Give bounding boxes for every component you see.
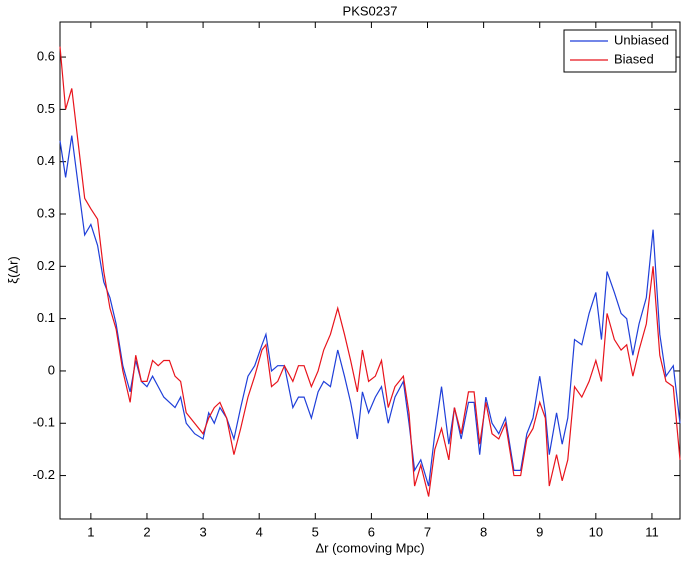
y-tick-label: 0 bbox=[48, 362, 55, 377]
x-tick-label: 3 bbox=[199, 524, 206, 539]
legend-box bbox=[563, 29, 677, 73]
y-axis-label: ξ(Δr) bbox=[5, 256, 20, 284]
chart-title: PKS0237 bbox=[343, 3, 398, 18]
x-tick-label: 11 bbox=[645, 524, 659, 539]
y-tick-label: -0.1 bbox=[33, 415, 55, 430]
x-tick-label: 4 bbox=[256, 524, 263, 539]
x-axis-label: Δr (comoving Mpc) bbox=[315, 540, 424, 555]
y-tick-label: 0.2 bbox=[37, 258, 55, 273]
x-tick-label: 6 bbox=[368, 524, 375, 539]
x-tick-label: 8 bbox=[480, 524, 487, 539]
y-tick-label: -0.2 bbox=[33, 467, 55, 482]
y-tick-label: 0.1 bbox=[37, 310, 55, 325]
y-tick-label: 0.4 bbox=[37, 153, 55, 168]
x-tick-label: 10 bbox=[589, 524, 603, 539]
y-tick-label: 0.3 bbox=[37, 205, 55, 220]
y-tick-label: 0.6 bbox=[37, 48, 55, 63]
plot-frame bbox=[59, 21, 681, 520]
x-tick-label: 1 bbox=[87, 524, 94, 539]
x-tick-label: 7 bbox=[424, 524, 431, 539]
x-tick-label: 2 bbox=[143, 524, 150, 539]
legend-label: Unbiased bbox=[614, 32, 669, 47]
series-line bbox=[59, 46, 681, 497]
y-tick-label: 0.5 bbox=[37, 101, 55, 116]
series-line bbox=[59, 135, 681, 487]
x-tick-label: 5 bbox=[312, 524, 319, 539]
x-tick-label: 9 bbox=[536, 524, 543, 539]
legend-label: Biased bbox=[614, 51, 654, 66]
